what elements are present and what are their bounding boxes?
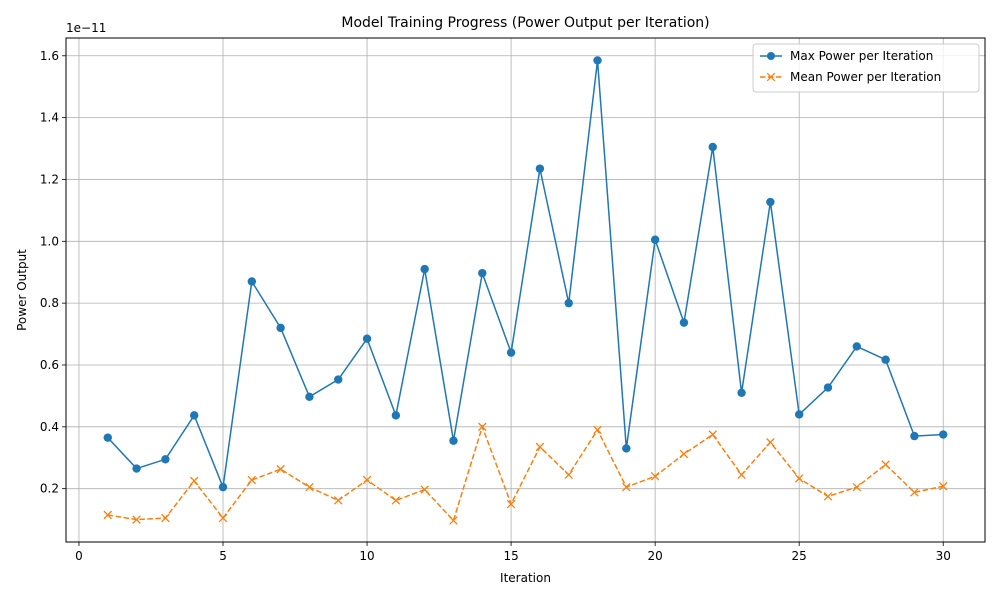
max-power-point: [218, 482, 228, 492]
y-tick-label: 0.8: [40, 296, 59, 310]
mean-power-point: [823, 492, 833, 501]
y-axis-label: Power Output: [15, 249, 29, 331]
max-power-point: [247, 277, 257, 286]
max-power-point: [478, 268, 487, 278]
mean-power-point: [132, 515, 141, 524]
y-tick-label: 1.0: [40, 234, 59, 248]
mean-power-point: [478, 422, 487, 432]
x-tick-label: 25: [792, 549, 807, 563]
mean-power-point: [189, 476, 199, 486]
max-power-point: [132, 464, 141, 473]
max-power-point: [161, 455, 170, 464]
mean-power-point: [708, 430, 718, 439]
y-tick-label: 0.2: [40, 482, 59, 496]
legend: Max Power per Iteration Mean Power per I…: [752, 43, 980, 93]
y-axis-offset-text: 1e−11: [66, 21, 106, 35]
x-tick-label: 15: [503, 549, 518, 563]
max-power-point: [794, 410, 804, 419]
max-power-point: [708, 142, 717, 152]
max-power-point: [276, 323, 285, 333]
x-tick-label: 20: [647, 549, 662, 563]
mean-power-point: [622, 482, 631, 492]
mean-power-point: [218, 513, 228, 523]
series-line-max-power: [107, 60, 944, 491]
legend-label-max-power: Max Power per Iteration: [790, 49, 933, 63]
max-power-point: [334, 375, 343, 384]
mean-power-point: [650, 472, 660, 481]
series-line-mean-power: [107, 424, 944, 522]
y-axis-ticks: 0.2 0.4 0.6 0.8 1.0 1.2 1.4 1.6: [40, 49, 66, 496]
mean-power-point: [679, 449, 689, 459]
mean-power-point: [910, 488, 919, 497]
legend-box: [752, 43, 980, 93]
max-power-point: [103, 433, 112, 442]
y-tick-label: 0.4: [40, 420, 59, 434]
mean-power-point: [852, 482, 862, 492]
mean-power-point: [161, 513, 170, 523]
y-tick-label: 1.4: [40, 111, 59, 125]
mean-power-point: [506, 499, 516, 509]
max-power-point: [679, 318, 689, 327]
mean-power-point: [103, 510, 113, 520]
chart-title: Model Training Progress (Power Output pe…: [341, 15, 709, 31]
max-power-point: [506, 348, 516, 357]
x-axis-label: Iteration: [500, 571, 551, 585]
max-power-point: [305, 392, 314, 402]
max-power-point: [622, 444, 631, 453]
mean-power-point: [938, 481, 948, 491]
mean-power-point: [564, 470, 573, 480]
mean-power-point: [737, 470, 746, 480]
max-power-point: [939, 430, 948, 439]
max-power-point: [650, 235, 660, 244]
mean-power-point: [362, 475, 372, 485]
max-power-point: [189, 411, 199, 420]
mean-power-point: [305, 482, 314, 492]
x-tick-label: 30: [936, 549, 951, 563]
legend-marker-max-power: [767, 52, 775, 60]
max-power-point: [564, 298, 573, 308]
x-tick-label: 10: [359, 549, 374, 563]
max-power-point: [535, 164, 545, 173]
mean-power-point: [766, 438, 775, 447]
mean-power-point: [276, 464, 285, 474]
x-axis-ticks: 0 5 10 15 20 25 30: [75, 542, 951, 563]
max-power-point: [449, 436, 458, 445]
legend-label-mean-power: Mean Power per Iteration: [790, 70, 941, 84]
mean-power-point: [247, 475, 257, 485]
mean-power-point: [449, 516, 458, 525]
mean-power-point: [794, 474, 804, 483]
x-tick-label: 5: [219, 549, 227, 563]
x-tick-label: 0: [75, 549, 83, 563]
max-power-point: [737, 388, 746, 398]
max-power-point: [766, 197, 775, 207]
max-power-point: [910, 431, 919, 441]
mean-power-point: [881, 460, 890, 469]
legend-marker-mean-power: [766, 72, 776, 82]
max-power-point: [852, 342, 862, 351]
y-tick-label: 1.6: [40, 49, 59, 63]
max-power-point: [881, 355, 890, 364]
max-power-point: [391, 411, 401, 420]
mean-power-point: [333, 496, 343, 505]
max-power-point: [593, 56, 602, 65]
y-tick-label: 0.6: [40, 358, 59, 372]
axes-frame: [65, 37, 986, 543]
mean-power-point: [535, 442, 545, 452]
y-tick-label: 1.2: [40, 172, 59, 186]
mean-power-point: [420, 485, 429, 494]
max-power-point: [420, 264, 429, 274]
legend-x-marker: [766, 72, 776, 82]
max-power-point: [823, 383, 833, 392]
mean-power-point: [593, 425, 602, 435]
series-layer: [103, 56, 948, 525]
mean-power-point: [391, 496, 401, 505]
max-power-point: [362, 334, 372, 343]
